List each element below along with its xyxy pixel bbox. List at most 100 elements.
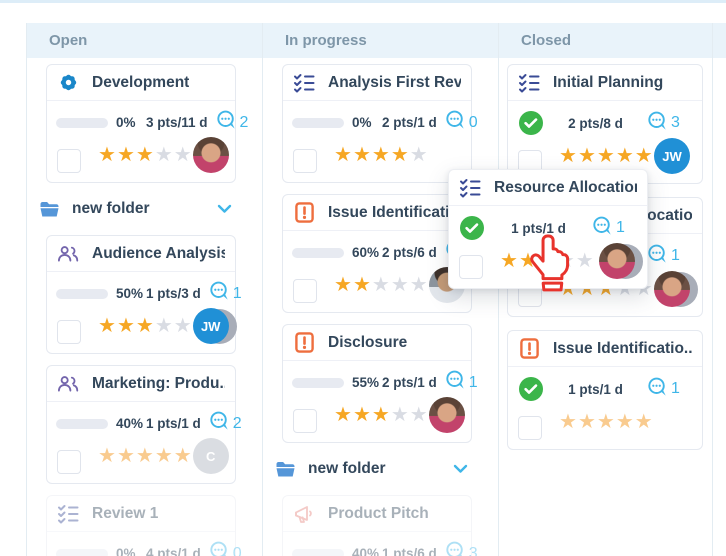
progress-bar xyxy=(56,288,108,299)
star-icon: ★ xyxy=(559,411,578,433)
progress-percent: 0% xyxy=(116,546,136,556)
star-icon: ★ xyxy=(135,445,155,467)
checklist-icon xyxy=(459,177,481,199)
folder-row[interactable]: new folder xyxy=(38,195,232,223)
avatar-stack xyxy=(428,397,465,433)
star-icon: ★ xyxy=(577,411,597,433)
card-rating-row: ★★★★★ xyxy=(283,265,471,312)
comments[interactable]: 1 xyxy=(445,370,478,395)
star-rating[interactable]: ★★★★★ xyxy=(559,146,654,166)
avatar-stack xyxy=(599,243,643,279)
comments[interactable]: 1 xyxy=(647,377,680,402)
comments[interactable]: 3 xyxy=(647,111,680,136)
comment-bubble-icon xyxy=(445,541,466,556)
column-open: Open Development 0% 3 pts/11 d 2 ★★★★★ new fol… xyxy=(26,23,262,556)
star-icon: ★ xyxy=(371,274,391,296)
star-icon: ★ xyxy=(173,315,193,337)
card-title: Development xyxy=(92,73,190,91)
comments[interactable]: 3 xyxy=(445,541,478,556)
comments[interactable]: 0 xyxy=(445,110,478,135)
task-card[interactable]: Review 10%4 pts/1 d0★★★★★ xyxy=(46,495,242,556)
points-days: 4 pts/1 d xyxy=(146,546,201,556)
card-meta-row: 60% 2 pts/6 d xyxy=(283,231,471,265)
task-checkbox[interactable] xyxy=(293,409,317,433)
task-checkbox[interactable] xyxy=(57,450,81,474)
progress-percent: 0% xyxy=(352,115,372,130)
card-rating-row: ★★★★★ xyxy=(283,135,471,182)
card-meta-row: 0% 3 pts/11 d 2 xyxy=(47,101,248,135)
progress-bar xyxy=(56,548,108,556)
star-icon: ★ xyxy=(334,404,353,426)
folder-icon xyxy=(274,458,296,480)
comment-count: 0 xyxy=(468,113,478,131)
drag-hand-cursor xyxy=(528,233,575,298)
comment-bubble-icon xyxy=(647,377,668,402)
star-icon: ★ xyxy=(173,144,193,166)
card-header: Product Pitch xyxy=(283,496,471,532)
progress-bar xyxy=(292,247,344,258)
comments[interactable]: 2 xyxy=(209,411,242,436)
task-card[interactable]: Issue Identification 60% 2 pts/6 d ★★★★★ xyxy=(282,194,472,313)
alert-doc-icon xyxy=(293,332,315,354)
star-icon: ★ xyxy=(409,404,429,426)
star-rating[interactable]: ★★★★★ xyxy=(559,412,654,432)
star-rating[interactable]: ★★★★★ xyxy=(334,405,429,425)
comments[interactable]: 1 xyxy=(209,281,242,306)
avatar-stack: JW xyxy=(192,308,237,344)
comment-count: 1 xyxy=(615,219,625,236)
star-icon: ★ xyxy=(334,274,353,296)
checklist-icon xyxy=(293,72,315,94)
star-rating[interactable]: ★★★★★ xyxy=(334,275,429,295)
comments[interactable]: 1 xyxy=(647,244,680,269)
task-card[interactable]: Analysis First Revi...0%2 pts/1 d0★★★★★ xyxy=(282,64,478,183)
task-checkbox[interactable] xyxy=(518,416,542,440)
star-icon: ★ xyxy=(634,145,654,167)
star-icon: ★ xyxy=(98,445,117,467)
task-card[interactable]: Initial Planning 2 pts/8 d 3 ★★★★★ JW xyxy=(507,64,703,184)
task-checkbox[interactable] xyxy=(57,149,81,173)
task-card[interactable]: Issue Identificatio... 1 pts/1 d 1 ★★★★★ xyxy=(507,330,703,450)
avatar: JW xyxy=(654,138,690,174)
chevron-down-icon[interactable] xyxy=(453,464,468,474)
star-rating[interactable]: ★★★★★ xyxy=(98,316,193,336)
task-card[interactable]: Audience Analysis 50% 1 pts/3 d 1 ★★★★★ JW xyxy=(46,235,242,354)
comments[interactable]: 1 xyxy=(592,216,625,241)
avatar xyxy=(599,243,635,279)
comments[interactable]: 2 xyxy=(216,110,249,135)
task-card[interactable]: Development 0% 3 pts/11 d 2 ★★★★★ xyxy=(46,64,248,183)
star-icon: ★ xyxy=(577,145,597,167)
task-card[interactable]: Disclosure 55% 2 pts/1 d 1 ★★★★★ xyxy=(282,324,478,443)
points-days: 1 pts/1 d xyxy=(511,220,566,236)
avatar: C xyxy=(192,438,229,474)
gear-icon xyxy=(57,72,79,94)
column-in-progress: In progress Analysis First Revi... 0% 2 pts… xyxy=(262,23,498,556)
star-rating[interactable]: ★★★★★ xyxy=(98,145,193,165)
task-checkbox[interactable] xyxy=(293,149,317,173)
comment-count: 3 xyxy=(468,544,478,556)
star-icon: ★ xyxy=(390,144,410,166)
card-rating-row: ★★★★★ xyxy=(283,395,471,442)
star-icon: ★ xyxy=(390,274,410,296)
star-icon: ★ xyxy=(116,315,136,337)
chevron-down-icon[interactable] xyxy=(217,204,232,214)
comments[interactable]: 0 xyxy=(209,541,242,556)
task-checkbox[interactable] xyxy=(293,279,317,303)
task-card[interactable]: Marketing: Produ... 40% 1 pts/1 d 2 ★★★★★ C xyxy=(46,365,242,484)
people-icon xyxy=(57,373,79,395)
star-icon: ★ xyxy=(596,145,616,167)
star-rating[interactable]: ★★★★★ xyxy=(98,446,193,466)
card-meta-row: 55% 2 pts/1 d 1 xyxy=(283,361,478,395)
card-meta-row: 1 pts/1 d 1 xyxy=(449,206,647,241)
avatar: JW xyxy=(192,308,229,344)
done-check-icon xyxy=(459,215,485,241)
points-days: 2 pts/1 d xyxy=(382,115,437,130)
task-checkbox[interactable] xyxy=(57,320,81,344)
folder-row[interactable]: new folder xyxy=(274,455,468,483)
star-rating[interactable]: ★★★★★ xyxy=(334,145,429,165)
star-icon: ★ xyxy=(371,404,391,426)
task-checkbox[interactable] xyxy=(459,255,483,279)
card-title: Disclosure xyxy=(328,333,408,351)
